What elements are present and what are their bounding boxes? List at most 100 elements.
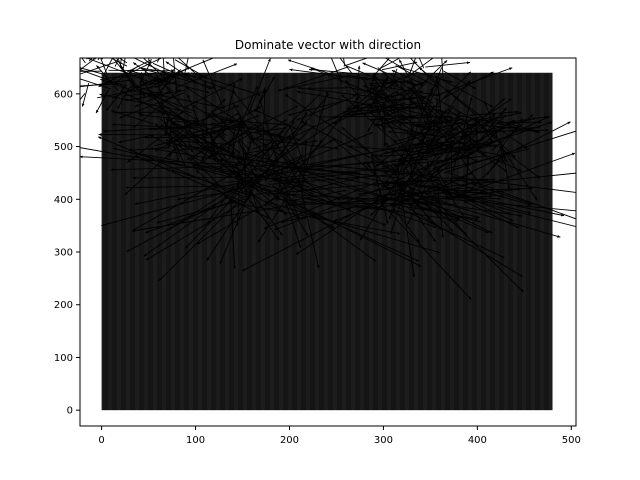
vector-arrowhead: [285, 94, 289, 98]
vector-arrowhead: [305, 232, 309, 237]
vector-arrowhead: [223, 153, 227, 157]
vector-arrow: [248, 181, 259, 213]
vector-arrow: [121, 90, 165, 115]
vector-arrow: [409, 100, 477, 143]
vector-arrowhead: [410, 79, 413, 84]
vector-arrow: [429, 76, 442, 104]
vector-arrow: [147, 11, 178, 50]
vector-arrowhead: [197, 241, 201, 245]
vector-arrow: [356, 65, 360, 108]
vector-arrowhead: [469, 97, 473, 101]
vector-arrowhead: [277, 88, 281, 92]
vector-arrowhead: [96, 109, 99, 114]
vector-arrowhead: [310, 67, 314, 71]
vector-arrowhead: [288, 135, 292, 139]
vector-arrowhead: [192, 105, 196, 108]
vector-arrowhead: [588, 228, 591, 231]
vector-arrow: [104, 58, 114, 74]
vector-arrowhead: [446, 89, 450, 93]
vector-arrowhead: [425, 158, 429, 161]
y-tick-label: 0: [67, 406, 73, 417]
vector-arrow: [411, 143, 453, 147]
vector-arrowhead: [486, 171, 490, 175]
vector-arrow: [445, 113, 496, 141]
vector-arrowhead: [606, 195, 609, 198]
vector-arrowhead: [133, 124, 137, 128]
vector-arrow: [443, 130, 576, 174]
vector-arrowhead: [369, 106, 373, 110]
vector-arrow: [135, 35, 136, 58]
vector-arrow: [373, 93, 386, 116]
x-tick-label: 500: [562, 435, 581, 446]
vector-arrowhead: [377, 115, 381, 119]
vector-arrowhead: [202, 59, 206, 63]
vector-arrowhead: [359, 237, 363, 241]
vector-arrowhead: [168, 153, 172, 158]
vector-arrowhead: [432, 118, 436, 122]
vector-arrow: [140, 91, 196, 112]
vector-arrowhead: [245, 152, 249, 156]
vector-arrow: [81, 58, 86, 64]
vector-arrow: [80, 60, 120, 75]
vector-arrow: [398, 189, 437, 243]
vector-arrowhead: [280, 220, 284, 224]
vector-arrowhead: [173, 24, 176, 27]
vector-arrowhead: [447, 108, 451, 112]
vector-arrowhead: [525, 148, 529, 152]
vector-arrow: [478, 151, 508, 173]
vector-arrow: [264, 170, 304, 207]
vector-arrowhead: [406, 129, 410, 133]
vector-arrow: [171, 169, 253, 197]
vector-arrowhead: [267, 191, 271, 195]
vector-arrow: [383, 118, 436, 150]
vector-arrowhead: [112, 123, 116, 127]
vector-arrow: [239, 115, 248, 196]
vector-arrowhead: [132, 229, 136, 232]
vector-arrow: [296, 96, 354, 121]
vector-arrowhead: [378, 154, 382, 158]
vector-arrow: [331, 137, 379, 179]
vector-arrowhead: [279, 232, 283, 236]
vector-arrow: [132, 176, 266, 179]
vector-arrow: [131, 13, 160, 50]
vector-arrow: [198, 144, 244, 181]
vector-arrowhead: [280, 130, 284, 134]
vector-arrowhead: [88, 26, 91, 29]
vector-arrowhead: [160, 110, 164, 114]
vector-arrowhead: [117, 105, 121, 109]
vector-arrow: [172, 58, 178, 92]
vector-arrowhead: [141, 15, 144, 18]
vector-arrowhead: [412, 122, 416, 126]
chart-title: Dominate vector with direction: [235, 38, 421, 52]
vector-arrowhead: [451, 128, 455, 132]
vector-arrowhead: [235, 157, 239, 161]
vector-arrow: [297, 87, 384, 99]
vector-arrow: [150, 147, 263, 168]
vector-arrow: [118, 58, 128, 64]
vector-arrow: [418, 58, 425, 69]
vector-arrow: [253, 109, 296, 130]
vector-arrow: [276, 168, 283, 201]
vector-arrowhead: [358, 192, 362, 196]
vector-arrow: [247, 140, 318, 154]
vector-arrowhead: [385, 77, 389, 81]
vector-arrowhead: [133, 35, 136, 38]
vector-arrowhead: [57, 23, 60, 26]
vector-arrow: [59, 22, 128, 57]
vector-arrowhead: [196, 170, 200, 174]
vector-arrow: [182, 78, 243, 109]
vector-arrowhead: [38, 87, 41, 90]
vector-arrowhead: [369, 82, 373, 86]
vector-arrow: [80, 79, 132, 88]
vector-arrowhead: [450, 105, 454, 109]
vector-arrowhead: [338, 29, 341, 32]
vector-arrow: [385, 170, 440, 191]
vector-arrowhead: [534, 196, 538, 201]
vector-arrow: [271, 184, 377, 263]
vector-arrow: [265, 201, 441, 254]
vector-arrowhead: [255, 115, 259, 118]
vector-arrowhead: [509, 67, 513, 71]
vector-arrowhead: [427, 122, 431, 126]
vector-arrowhead: [489, 195, 493, 198]
